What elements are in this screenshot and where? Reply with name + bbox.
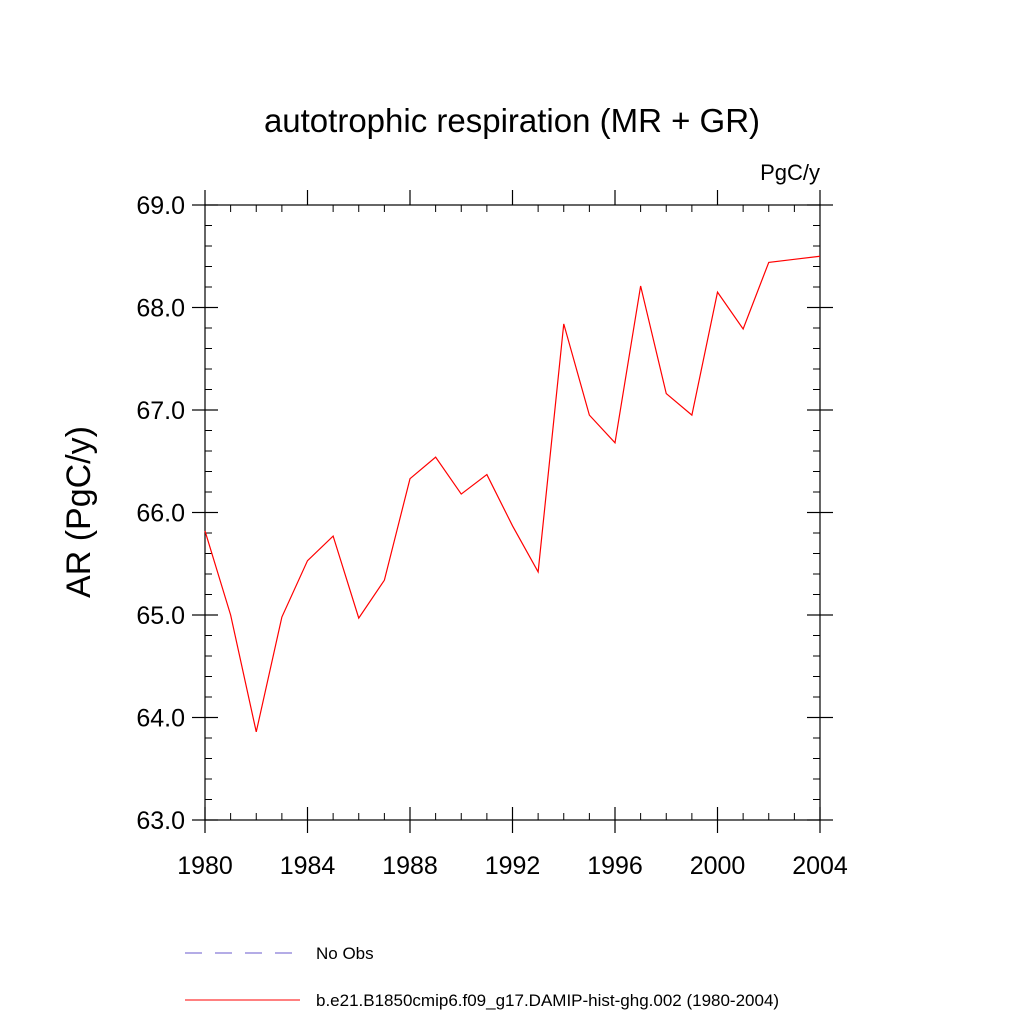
x-tick-label: 1984 <box>280 852 336 880</box>
tick-labels: 1980 1984 1988 1992 1996 2000 2004 63.0 64.0 65.0… <box>136 192 848 880</box>
x-tick-label: 1980 <box>177 852 233 880</box>
y-tick-label: 66.0 <box>136 500 185 528</box>
x-tick-label: 1996 <box>587 852 643 880</box>
legend-label: b.e21.B1850cmip6.f09_g17.DAMIP-hist-ghg.… <box>316 991 779 1010</box>
y-tick-label: 67.0 <box>136 397 185 425</box>
plot-frame <box>204 204 821 821</box>
legend-label: No Obs <box>316 944 374 963</box>
chart-title: autotrophic respiration (MR + GR) <box>264 102 760 139</box>
x-tick-label: 2000 <box>690 852 746 880</box>
y-tick-label: 64.0 <box>136 705 185 733</box>
y-tick-label: 63.0 <box>136 807 185 835</box>
x-tick-label: 1992 <box>485 852 541 880</box>
axis-ticks <box>192 190 833 833</box>
series-line <box>204 255 821 732</box>
x-tick-label: 1988 <box>382 852 438 880</box>
y-tick-label: 69.0 <box>136 192 185 220</box>
x-tick-label: 2004 <box>792 852 848 880</box>
units-label: PgC/y <box>760 160 820 185</box>
y-tick-label: 68.0 <box>136 295 185 323</box>
series-group <box>204 255 821 732</box>
y-tick-label: 65.0 <box>136 602 185 630</box>
legend: No Obs b.e21.B1850cmip6.f09_g17.DAMIP-his… <box>185 944 779 1010</box>
y-axis-label: AR (PgC/y) <box>60 426 98 598</box>
